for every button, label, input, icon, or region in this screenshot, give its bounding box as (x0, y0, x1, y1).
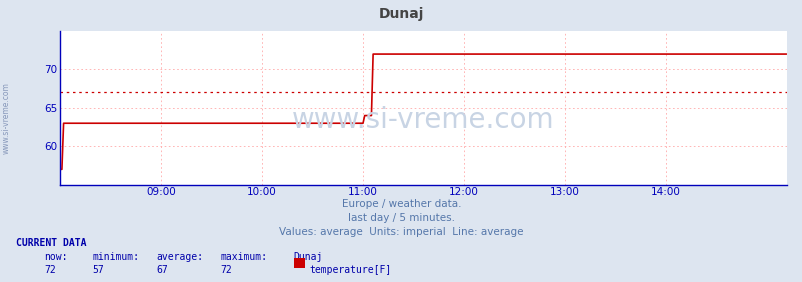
Text: 72: 72 (44, 265, 56, 275)
Text: temperature[F]: temperature[F] (309, 265, 391, 275)
Text: now:: now: (44, 252, 67, 261)
Text: minimum:: minimum: (92, 252, 140, 261)
Text: last day / 5 minutes.: last day / 5 minutes. (347, 213, 455, 223)
Text: www.si-vreme.com: www.si-vreme.com (292, 106, 554, 134)
Text: CURRENT DATA: CURRENT DATA (16, 238, 87, 248)
Text: 72: 72 (221, 265, 233, 275)
Text: maximum:: maximum: (221, 252, 268, 261)
Text: Europe / weather data.: Europe / weather data. (342, 199, 460, 209)
Text: 57: 57 (92, 265, 104, 275)
Text: average:: average: (156, 252, 204, 261)
Text: Dunaj: Dunaj (379, 7, 423, 21)
Text: 67: 67 (156, 265, 168, 275)
Text: Dunaj: Dunaj (293, 252, 322, 261)
Text: Values: average  Units: imperial  Line: average: Values: average Units: imperial Line: av… (279, 227, 523, 237)
Text: www.si-vreme.com: www.si-vreme.com (2, 83, 11, 154)
